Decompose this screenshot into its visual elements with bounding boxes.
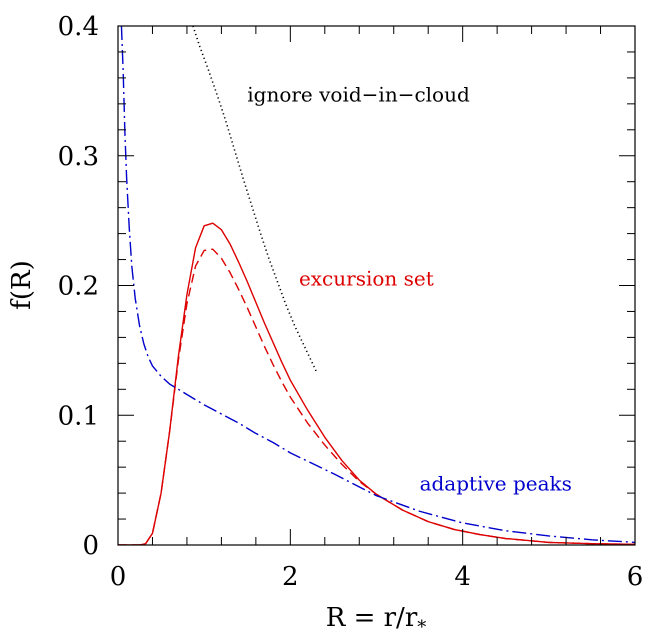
- tick-label-layer: 0 2 4 6 0 0.1 0.2 0.3 0.4: [58, 12, 644, 592]
- x-tick-label: 2: [282, 562, 299, 592]
- series-layer: [118, 26, 635, 545]
- y-tick-label: 0.4: [58, 12, 99, 42]
- x-axis-title-subscript: *: [417, 617, 426, 638]
- series-dashdot-line: [120, 26, 635, 544]
- annotation-label: ignore void−in−cloud: [247, 82, 470, 106]
- plot-frame: [117, 25, 636, 546]
- annotation-label: adaptive peaks: [420, 472, 572, 496]
- y-tick-label: 0.3: [58, 142, 99, 172]
- x-tick-label: 4: [454, 562, 471, 592]
- y-tick-label: 0.1: [58, 401, 99, 431]
- annotation-layer: ignore void−in−cloud excursion set adaptiv…: [247, 82, 572, 495]
- y-tick-label: 0: [82, 531, 99, 561]
- x-axis-title: R = r/r*: [326, 603, 427, 638]
- x-tick-label: 6: [627, 562, 644, 592]
- x-axis-title-main: R = r/r: [326, 603, 418, 633]
- annotation-label: excursion set: [299, 267, 434, 291]
- y-tick-label: 0.2: [58, 272, 99, 302]
- series-dotted-line: [192, 26, 317, 372]
- y-axis-title: f(R): [7, 260, 37, 310]
- series-dashed-line: [118, 248, 635, 545]
- x-tick-label: 0: [110, 562, 127, 592]
